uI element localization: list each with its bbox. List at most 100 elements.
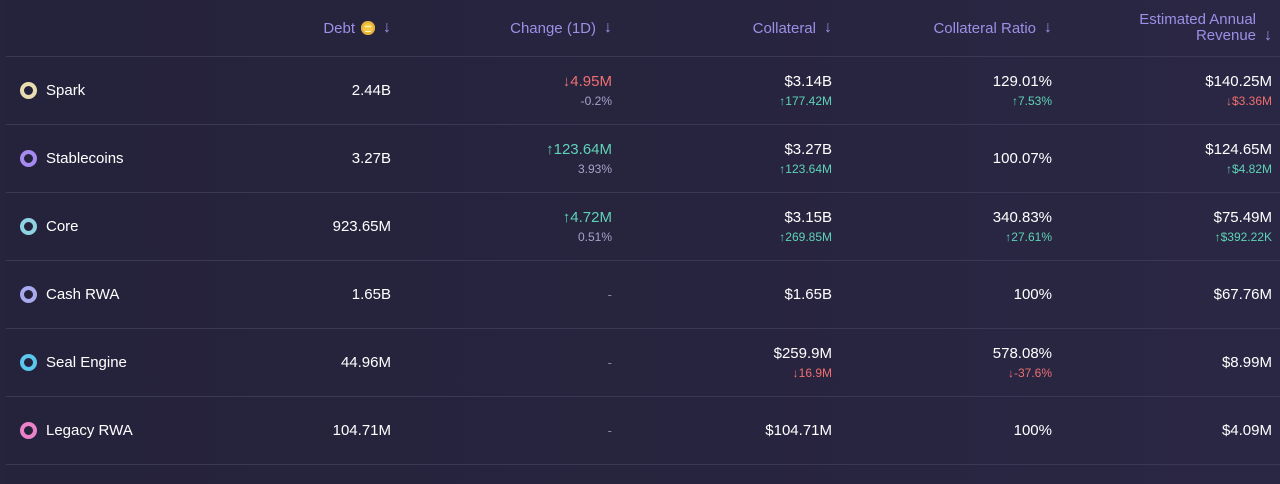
collateral-cell: $259.9M ↓16.9M [774, 329, 832, 396]
row-name: Spark [46, 82, 86, 99]
table-row[interactable]: Legacy RWA 104.71M - $104.71M 100% $4.09M [6, 397, 1280, 465]
change-cell-value: ↑123.64M [546, 141, 612, 158]
change-cell-change: -0.2% [580, 94, 612, 108]
ratio-cell: 100.07% [993, 125, 1052, 192]
column-header-collateral-label: Collateral [752, 19, 816, 37]
collateral-cell: $3.14B ↑177.42M [779, 57, 832, 124]
table-header: Debt ↓ Change (1D) ↓ Collateral ↓ Collat… [6, 0, 1280, 57]
row-name-cell: Spark [20, 57, 85, 124]
column-header-revenue[interactable]: Estimated Annual Revenue ↓ [1139, 0, 1272, 56]
ratio-cell: 578.08% ↓-37.6% [993, 329, 1052, 396]
ratio-cell: 129.01% ↑7.53% [993, 57, 1052, 124]
debt-cell: 923.65M [333, 193, 391, 260]
circle-ring-icon [20, 150, 37, 167]
table-row[interactable]: Core 923.65M ↑4.72M 0.51% $3.15B ↑269.85M 340.… [6, 193, 1280, 261]
debt-cell: 3.27B [352, 125, 391, 192]
column-header-change-label: Change (1D) [510, 19, 596, 37]
row-name-cell: Legacy RWA [20, 397, 133, 464]
ratio-cell-change: ↓-37.6% [1007, 366, 1052, 380]
debt-cell: 104.71M [333, 397, 391, 464]
revenue-cell: $4.09M [1222, 397, 1272, 464]
collateral-cell-value: $104.71M [765, 421, 832, 439]
change-cell-change: 0.51% [577, 230, 612, 244]
column-header-debt[interactable]: Debt ↓ [323, 0, 391, 56]
revenue-cell-change: ↓$3.36M [1225, 94, 1272, 108]
sort-down-icon: ↓ [1044, 19, 1052, 36]
ratio-cell-value: 129.01% [992, 73, 1052, 90]
ratio-cell-change: ↑27.61% [1005, 230, 1052, 244]
collateral-table: Debt ↓ Change (1D) ↓ Collateral ↓ Collat… [6, 0, 1280, 484]
change-cell-value: ↓4.95M [562, 73, 612, 90]
debt-cell-value: 44.96M [340, 353, 391, 371]
column-header-collateral-ratio-label: Collateral Ratio [933, 19, 1036, 37]
change-cell-value: - [607, 423, 612, 438]
change-cell: ↓4.95M -0.2% [563, 57, 612, 124]
change-cell: ↑123.64M 3.93% [546, 125, 612, 192]
collateral-cell-value: $259.9M [773, 345, 832, 362]
collateral-cell-change: ↑177.42M [779, 94, 832, 108]
table-row[interactable]: Spark 2.44B ↓4.95M -0.2% $3.14B ↑177.42M 129.0… [6, 57, 1280, 125]
column-header-collateral[interactable]: Collateral ↓ [753, 0, 832, 56]
column-header-revenue-line1: Estimated Annual [1139, 11, 1256, 28]
table-row[interactable]: Seal Engine 44.96M - $259.9M ↓16.9M 578.08% ↓-… [6, 329, 1280, 397]
ratio-cell-value: 340.83% [992, 209, 1052, 226]
collateral-cell-value: $1.65B [784, 285, 832, 303]
ratio-cell-value: 100.07% [992, 149, 1052, 167]
debt-cell: 44.96M [341, 329, 391, 396]
revenue-cell: $67.76M [1214, 261, 1272, 328]
ratio-cell-value: 100% [1013, 285, 1052, 303]
collateral-cell-change: ↑123.64M [779, 162, 832, 176]
row-name-cell: Core [20, 193, 79, 260]
table-row[interactable]: Stablecoins 3.27B ↑123.64M 3.93% $3.27B ↑123.… [6, 125, 1280, 193]
change-cell-value: ↑4.72M [562, 209, 612, 226]
debt-cell-value: 1.65B [351, 285, 391, 303]
ratio-cell: 100% [1014, 261, 1052, 328]
sort-down-icon: ↓ [1264, 27, 1272, 44]
change-cell-value: - [607, 287, 612, 302]
debt-cell-value: 923.65M [332, 217, 391, 235]
collateral-cell: $1.65B [784, 261, 832, 328]
debt-cell-value: 3.27B [351, 149, 391, 167]
change-cell-change: 3.93% [577, 162, 612, 176]
ratio-cell: 100% [1014, 397, 1052, 464]
revenue-cell: $8.99M [1222, 329, 1272, 396]
sort-down-icon: ↓ [604, 19, 612, 36]
revenue-cell-value: $75.49M [1213, 209, 1272, 226]
collateral-cell: $104.71M [765, 397, 832, 464]
row-name-cell: Cash RWA [20, 261, 119, 328]
row-name-cell: Seal Engine [20, 329, 127, 396]
revenue-cell-change: ↑$4.82M [1225, 162, 1272, 176]
debt-cell-value: 104.71M [332, 421, 391, 439]
ratio-cell-change: ↑7.53% [1011, 94, 1052, 108]
circle-ring-icon [20, 422, 37, 439]
change-cell: - [608, 261, 612, 328]
dai-coin-icon [361, 21, 375, 35]
column-header-revenue-line2: Revenue [1195, 27, 1256, 44]
circle-ring-icon [20, 286, 37, 303]
revenue-cell-value: $124.65M [1205, 141, 1272, 158]
row-name: Cash RWA [46, 286, 120, 303]
collateral-cell: $3.27B ↑123.64M [779, 125, 832, 192]
circle-ring-icon [20, 354, 37, 371]
row-name: Stablecoins [46, 150, 124, 167]
column-header-collateral-ratio[interactable]: Collateral Ratio ↓ [933, 0, 1052, 56]
revenue-cell-value: $67.76M [1213, 285, 1272, 303]
row-name: Core [46, 218, 79, 235]
collateral-cell-value: $3.14B [784, 73, 832, 90]
debt-cell: 2.44B [352, 57, 391, 124]
row-name: Legacy RWA [46, 422, 133, 439]
revenue-cell-value: $8.99M [1221, 353, 1272, 371]
revenue-cell-value: $4.09M [1221, 421, 1272, 439]
revenue-cell: $140.25M ↓$3.36M [1205, 57, 1272, 124]
collateral-cell-change: ↑269.85M [779, 230, 832, 244]
change-cell: - [608, 397, 612, 464]
ratio-cell: 340.83% ↑27.61% [993, 193, 1052, 260]
ratio-cell-value: 578.08% [992, 345, 1052, 362]
change-cell: - [608, 329, 612, 396]
ratio-cell-value: 100% [1013, 421, 1052, 439]
change-cell-value: - [607, 355, 612, 370]
column-header-change[interactable]: Change (1D) ↓ [510, 0, 612, 56]
column-header-debt-label: Debt [323, 19, 355, 37]
table-row[interactable]: Cash RWA 1.65B - $1.65B 100% $67.76M [6, 261, 1280, 329]
collateral-cell-value: $3.15B [784, 209, 832, 226]
